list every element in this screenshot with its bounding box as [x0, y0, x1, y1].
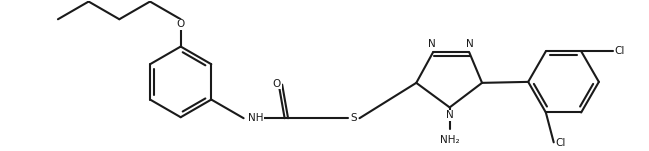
Text: S: S — [350, 113, 357, 123]
Text: N: N — [467, 40, 474, 50]
Text: O: O — [273, 79, 281, 89]
Text: Cl: Cl — [556, 138, 566, 148]
Text: N: N — [446, 110, 454, 120]
Text: N: N — [428, 40, 436, 50]
Text: O: O — [177, 19, 185, 29]
Text: NH: NH — [247, 113, 263, 123]
Text: Cl: Cl — [615, 46, 625, 56]
Text: NH₂: NH₂ — [440, 135, 459, 145]
